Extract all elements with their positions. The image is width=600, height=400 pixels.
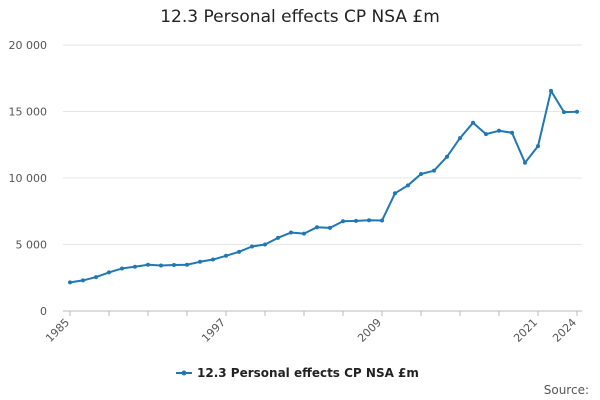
data-point[interactable]	[237, 249, 241, 254]
data-point[interactable]	[120, 266, 124, 271]
data-point[interactable]	[406, 183, 410, 188]
data-point[interactable]	[315, 225, 319, 230]
data-point[interactable]	[419, 172, 423, 177]
data-point[interactable]	[354, 218, 358, 223]
y-tick-label: 0	[40, 305, 47, 318]
data-point[interactable]	[497, 128, 501, 133]
data-point[interactable]	[185, 262, 189, 267]
series-line	[69, 89, 578, 284]
data-point[interactable]	[367, 218, 371, 223]
data-point[interactable]	[133, 264, 137, 269]
legend[interactable]: 12.3 Personal effects CP NSA £m	[176, 366, 419, 380]
y-tick-label: 15 000	[9, 106, 48, 119]
y-tick-label: 5 000	[16, 239, 48, 252]
data-point[interactable]	[445, 154, 449, 159]
data-point[interactable]	[575, 109, 579, 114]
data-point[interactable]	[263, 242, 267, 247]
data-point[interactable]	[432, 168, 436, 173]
data-point[interactable]	[341, 219, 345, 224]
data-point[interactable]	[484, 132, 488, 137]
data-point[interactable]	[393, 191, 397, 196]
data-point[interactable]	[536, 144, 540, 149]
x-tick-label: 2009	[355, 316, 384, 345]
data-point[interactable]	[328, 225, 332, 230]
data-point[interactable]	[146, 262, 150, 267]
data-point[interactable]	[549, 88, 553, 93]
y-tick-label: 20 000	[9, 39, 48, 52]
data-point[interactable]	[211, 257, 215, 262]
x-axis-ticks: 1985 1997 2009 2021 2024	[43, 311, 579, 345]
legend-label: 12.3 Personal effects CP NSA £m	[197, 366, 419, 380]
legend-marker	[181, 370, 187, 376]
data-point[interactable]	[302, 231, 306, 236]
y-axis-ticks: 0 5 000 10 000 15 000 20 000	[9, 39, 48, 318]
x-tick-label: 1997	[199, 316, 228, 345]
data-point[interactable]	[562, 110, 566, 115]
data-point[interactable]	[380, 218, 384, 223]
data-point[interactable]	[81, 278, 85, 283]
x-tick-label: 2021	[511, 316, 540, 345]
data-point[interactable]	[224, 253, 228, 258]
data-point[interactable]	[523, 160, 527, 165]
data-point[interactable]	[172, 262, 176, 267]
data-point[interactable]	[458, 136, 462, 141]
data-point[interactable]	[289, 230, 293, 235]
data-point[interactable]	[250, 244, 254, 249]
x-tick-label: 1985	[43, 316, 72, 345]
source-label: Source:	[544, 383, 589, 397]
data-point[interactable]	[94, 275, 98, 280]
data-point[interactable]	[159, 263, 163, 268]
series-layer	[68, 88, 579, 285]
y-tick-label: 10 000	[9, 172, 48, 185]
data-point[interactable]	[198, 259, 202, 264]
data-point[interactable]	[276, 235, 280, 240]
data-point[interactable]	[107, 270, 111, 275]
data-point[interactable]	[68, 280, 72, 285]
gridlines	[63, 44, 582, 245]
chart-title: 12.3 Personal effects CP NSA £m	[160, 7, 440, 27]
data-point[interactable]	[510, 130, 514, 135]
x-tick-label: 2024	[550, 316, 579, 345]
data-point[interactable]	[471, 120, 475, 125]
